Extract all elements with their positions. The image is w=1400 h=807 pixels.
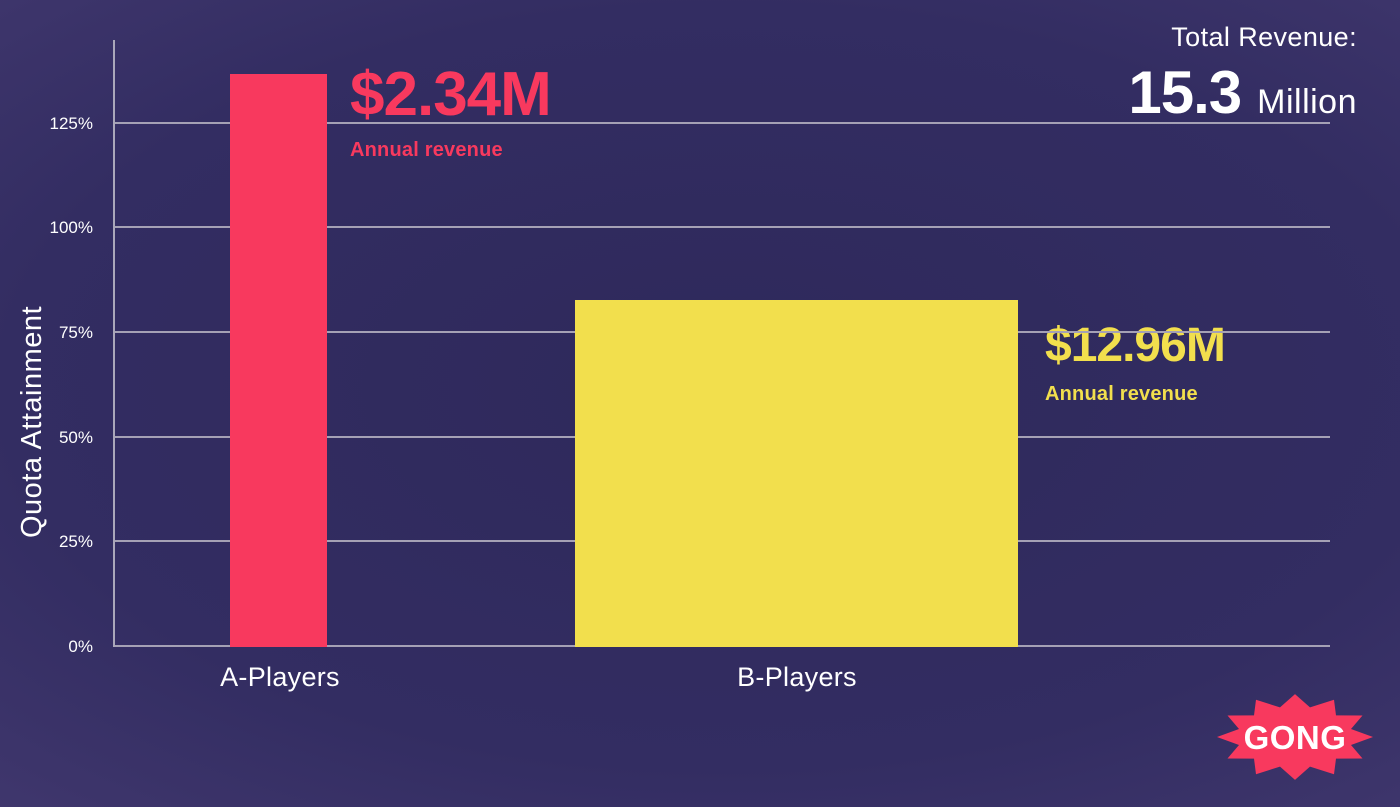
annotation-a-value: $2.34M (350, 60, 552, 129)
total-revenue-unit: Million (1257, 83, 1357, 121)
annotation-a-label: Annual revenue (350, 139, 503, 161)
y-tick-25: 25% (58, 532, 93, 552)
total-revenue-block: Total Revenue: 15.3 Million (1128, 22, 1357, 123)
bar-b-players (575, 299, 1018, 647)
y-tick-125: 125% (49, 113, 93, 133)
total-revenue-value: 15.3 (1128, 59, 1242, 126)
gridline-100 (115, 226, 1330, 229)
gong-starburst-icon (1217, 694, 1373, 780)
gong-logo-text: GONG (1243, 719, 1347, 756)
annotation-b-players: $12.96M Annual revenue (1045, 319, 1226, 406)
y-tick-75: 75% (58, 323, 93, 343)
starburst-shape (1217, 694, 1373, 780)
y-tick-50: 50% (58, 427, 93, 447)
total-revenue-row: 15.3 Million (1128, 63, 1357, 123)
y-axis-ticks: 0% 25% 50% 75% 100% 125% (0, 40, 103, 655)
total-revenue-label: Total Revenue: (1171, 22, 1357, 52)
annotation-a-players: $2.34M Annual revenue (350, 60, 552, 162)
y-tick-100: 100% (49, 218, 93, 238)
gong-logo: GONG (1215, 691, 1375, 783)
gridline-125 (115, 121, 1330, 124)
y-tick-0: 0% (68, 637, 93, 656)
plot-area (113, 40, 1330, 647)
x-label-a-players: A-Players (220, 662, 340, 692)
annotation-b-label: Annual revenue (1045, 383, 1198, 405)
annotation-b-value: $12.96M (1045, 319, 1226, 372)
x-label-b-players: B-Players (737, 662, 857, 692)
bar-a-players (230, 73, 327, 647)
